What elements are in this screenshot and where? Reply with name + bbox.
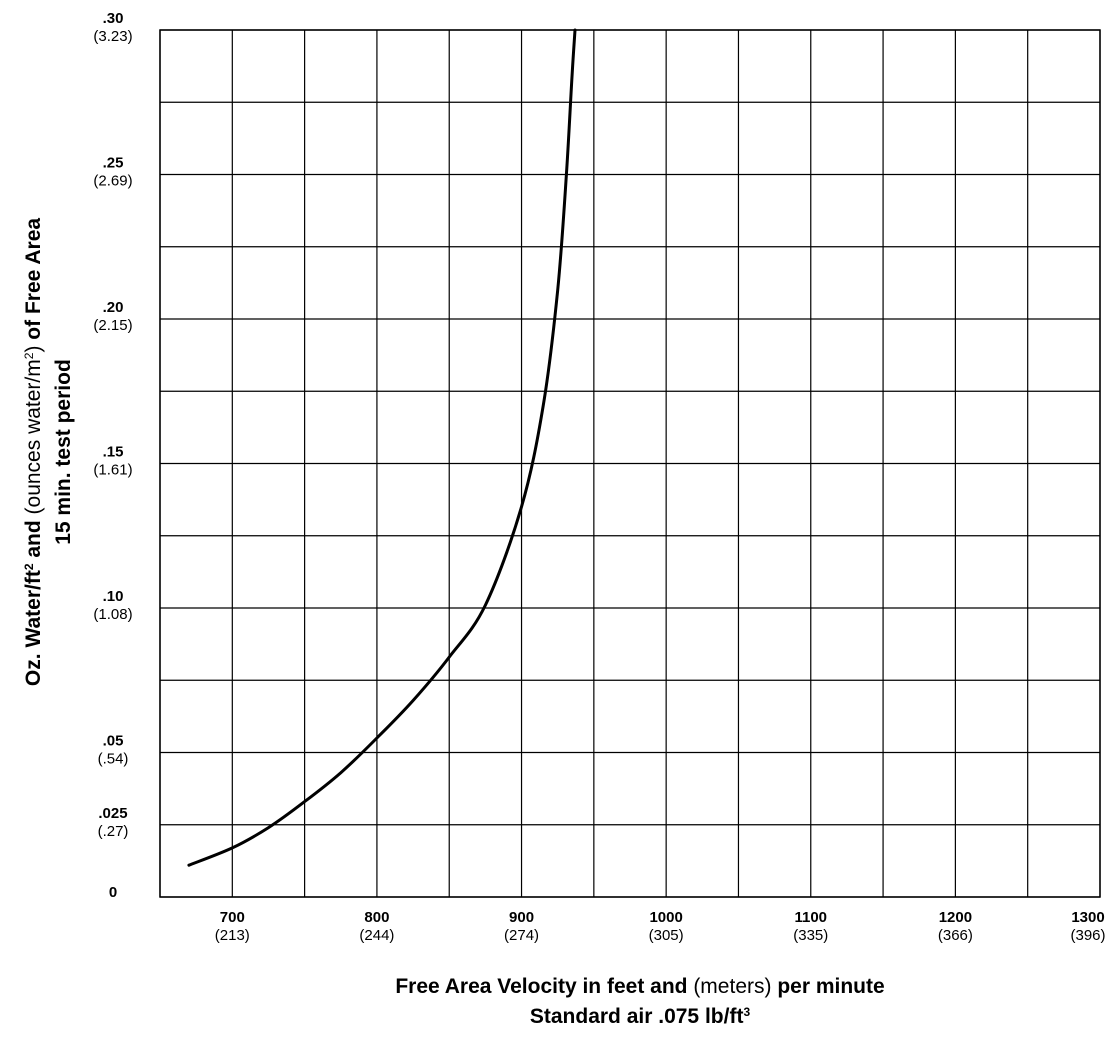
y-tick-sublabel: (1.61) <box>93 462 132 479</box>
title-segment: and <box>22 514 45 563</box>
superscript: 2 <box>22 352 36 359</box>
x-axis-title-line2: Standard air .075 lb/ft3 <box>530 1005 751 1028</box>
title-segment: (meters) <box>693 975 771 998</box>
x-tick-label: 1300 <box>1071 909 1104 926</box>
grid <box>159 29 1101 898</box>
curve-layer <box>187 28 577 867</box>
plot-frame <box>159 29 1101 898</box>
x-tick-sublabel: (274) <box>504 927 539 944</box>
y-tick-sublabel: (2.15) <box>93 317 132 334</box>
x-tick-label: 800 <box>364 909 389 926</box>
y-tick-labels: .30(3.23).25(2.69).20(2.15).15(1.61).10(… <box>93 10 132 901</box>
x-tick-sublabel: (366) <box>938 927 973 944</box>
y-tick-label: .025 <box>98 805 127 822</box>
y-tick-sublabel: (1.08) <box>93 606 132 623</box>
y-tick-sublabel: (.27) <box>98 823 129 840</box>
x-tick-sublabel: (305) <box>649 927 684 944</box>
title-segment: per minute <box>771 975 884 998</box>
title-segment: (ounces water/m <box>22 359 45 514</box>
series-curve <box>187 28 577 867</box>
x-axis-title-line1: Free Area Velocity in feet and (meters) … <box>395 975 884 998</box>
x-tick-label: 1100 <box>794 909 827 926</box>
y-tick-label: .15 <box>103 444 124 461</box>
y-tick-sublabel: (.54) <box>98 751 129 768</box>
y-tick-sublabel: (3.23) <box>93 28 132 45</box>
title-segment: Standard air .075 lb/ft <box>530 1005 744 1028</box>
x-tick-label: 1200 <box>939 909 972 926</box>
y-tick-label: .25 <box>103 155 124 172</box>
title-segment: Oz. Water/ft <box>22 570 45 686</box>
x-tick-label: 1000 <box>649 909 682 926</box>
y-tick-label: 0 <box>109 884 117 901</box>
plot-border <box>159 29 1101 898</box>
title-segment: ) <box>22 346 45 353</box>
title-segment: Free Area Velocity in feet and <box>395 975 693 998</box>
y-tick-label: .20 <box>103 299 124 316</box>
x-tick-label: 700 <box>220 909 245 926</box>
x-tick-label: 900 <box>509 909 534 926</box>
y-tick-label: .05 <box>103 733 124 750</box>
title-segment: of Free Area <box>22 218 45 346</box>
superscript: 3 <box>743 1005 750 1019</box>
superscript: 2 <box>22 563 36 570</box>
y-tick-sublabel: (2.69) <box>93 173 132 190</box>
y-axis-title-line1: Oz. Water/ft2 and (ounces water/m2) of F… <box>22 218 45 686</box>
x-tick-sublabel: (396) <box>1070 927 1105 944</box>
x-tick-sublabel: (335) <box>793 927 828 944</box>
x-tick-sublabel: (213) <box>215 927 250 944</box>
y-tick-label: .30 <box>103 10 124 27</box>
x-tick-labels: 700(213) 800(244) 900(274) 1000(305) 1100(33… <box>215 909 1106 944</box>
title-segment: 15 min. test period <box>52 359 75 545</box>
y-axis-title-line2: 15 min. test period <box>52 359 75 545</box>
x-tick-sublabel: (244) <box>359 927 394 944</box>
y-tick-label: .10 <box>103 588 124 605</box>
